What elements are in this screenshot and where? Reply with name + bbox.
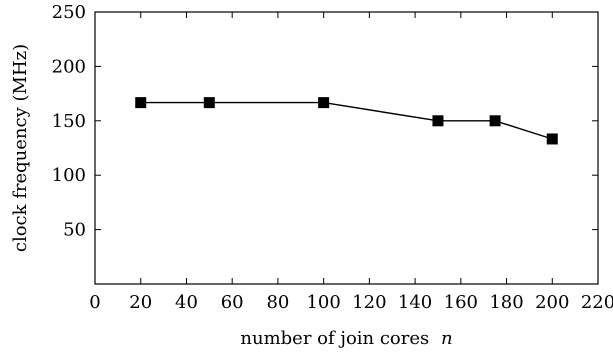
axis-ticks: [94, 11, 599, 284]
x-tick-label: 160: [444, 292, 478, 313]
plot-frame: [94, 11, 599, 285]
data-point-marker: [546, 133, 558, 145]
tick-labels: 0 20 40 60 80 100 120 140 160 180 200 220 50 100 150 20…: [52, 2, 613, 313]
x-axis-label-var: n: [441, 328, 453, 349]
x-tick-label: 60: [221, 292, 244, 313]
x-tick-label: 80: [266, 292, 289, 313]
y-tick-label: 150: [52, 111, 86, 132]
data-point-marker: [318, 97, 330, 109]
y-tick-label: 200: [52, 56, 86, 77]
data-point-marker: [489, 115, 501, 127]
series-line: [140, 101, 553, 140]
data-point-marker: [432, 115, 444, 127]
series-markers: [135, 97, 558, 145]
x-tick-label: 220: [581, 292, 613, 313]
x-tick-label: 120: [352, 292, 386, 313]
x-axis-label-text: number of join cores: [240, 328, 429, 349]
y-tick-label: 50: [63, 220, 86, 241]
x-tick-label: 20: [129, 292, 152, 313]
x-tick-label: 0: [89, 292, 100, 313]
x-tick-label: 200: [535, 292, 569, 313]
y-axis-label: clock frequency (MHz): [10, 44, 31, 252]
x-tick-label: 100: [306, 292, 340, 313]
y-tick-label: 250: [52, 2, 86, 23]
x-axis-label: number of join cores n: [240, 328, 452, 349]
y-tick-label: 100: [52, 165, 86, 186]
data-point-marker: [135, 97, 147, 109]
x-tick-label: 180: [489, 292, 523, 313]
x-tick-label: 40: [175, 292, 198, 313]
x-tick-label: 140: [398, 292, 432, 313]
data-point-marker: [203, 97, 215, 109]
